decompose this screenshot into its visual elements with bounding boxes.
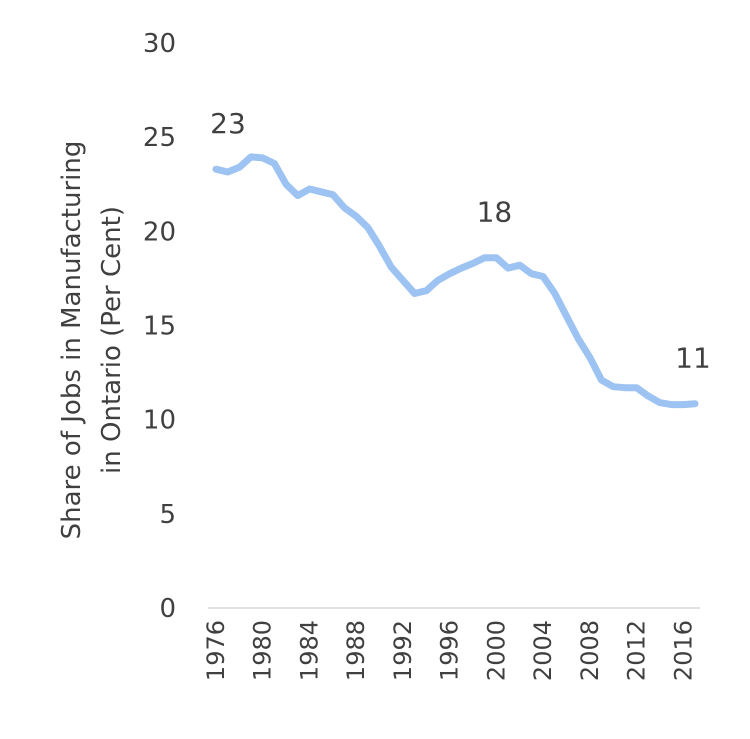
y-axis-label-line-1: Share of Jobs in Manufacturing (57, 141, 87, 540)
x-tick-label: 1988 (342, 620, 370, 681)
y-axis-label-line-2: in Ontario (Per Cent) (97, 206, 127, 474)
x-tick-label: 2000 (482, 620, 510, 681)
y-tick-label: 10 (143, 406, 176, 436)
data-label: 18 (477, 196, 513, 229)
y-tick-label: 15 (143, 312, 176, 342)
x-tick-label: 1992 (389, 620, 417, 681)
y-tick-label: 30 (143, 29, 176, 59)
data-label: 11 (675, 342, 711, 375)
x-tick-label: 1976 (202, 620, 230, 681)
x-tick-label: 1984 (295, 620, 323, 681)
x-tick-label: 2008 (576, 620, 604, 681)
y-tick-label: 0 (159, 594, 176, 624)
data-label: 23 (210, 107, 246, 140)
y-axis-label: Share of Jobs in Manufacturing in Ontari… (57, 141, 127, 540)
x-tick-label: 2016 (669, 620, 697, 681)
y-tick-label: 25 (143, 123, 176, 153)
x-tick-label: 1980 (249, 620, 277, 681)
series-line (212, 153, 699, 409)
x-tick-label: 2012 (623, 620, 651, 681)
x-tick-label: 2004 (529, 620, 557, 681)
x-tick-label: 1996 (436, 620, 464, 681)
y-tick-label: 20 (143, 217, 176, 247)
y-tick-label: 5 (159, 500, 176, 530)
